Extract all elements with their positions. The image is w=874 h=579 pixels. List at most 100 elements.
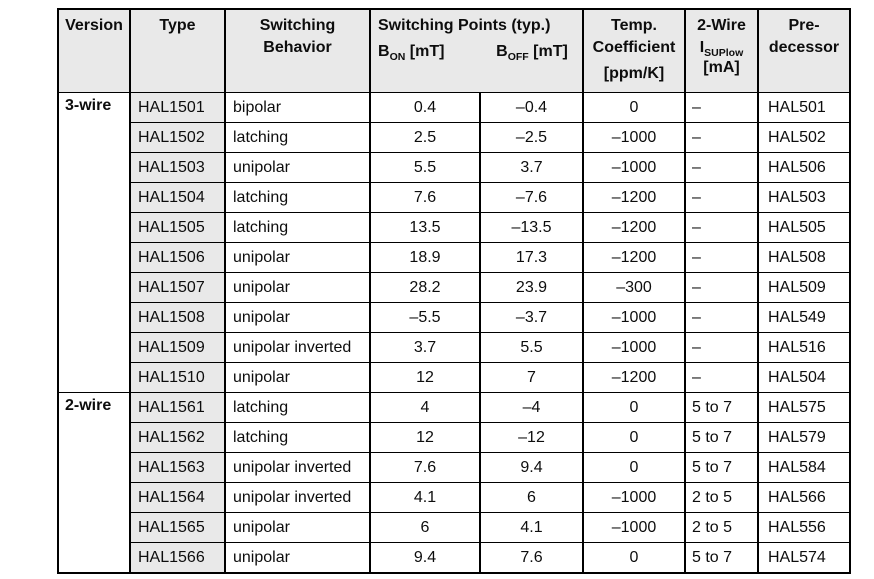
- temp-coefficient-cell: –1000: [582, 302, 686, 333]
- temp-coefficient-cell: –1200: [582, 212, 686, 243]
- temp-coefficient-cell: –1000: [582, 482, 686, 513]
- table-row: HAL1564 unipolar inverted 4.1 6 –1000 2 …: [58, 482, 851, 513]
- temp-coefficient-cell: –1000: [582, 122, 686, 153]
- type-cell: HAL1565: [129, 512, 226, 543]
- temp-coefficient-unit: [ppm/K]: [603, 65, 665, 82]
- table-row: HAL1562 latching 12 –12 0 5 to 7 HAL579: [58, 422, 851, 453]
- b-on-cell: 2.5: [369, 122, 481, 153]
- b-on-cell: 6: [369, 512, 481, 543]
- table-row: HAL1503 unipolar 5.5 3.7 –1000 – HAL506: [58, 152, 851, 183]
- switching-behavior-cell: unipolar: [224, 362, 371, 393]
- b-on-cell: 4: [369, 392, 481, 423]
- temp-coefficient-cell: 0: [582, 452, 686, 483]
- b-on-cell: –5.5: [369, 302, 481, 333]
- switching-behavior-line2: Behavior: [263, 39, 332, 56]
- supply-current-cell: –: [684, 272, 759, 303]
- hal-sensor-selection-table: Version Type Switching Behavior Switchin…: [57, 8, 851, 574]
- type-cell: HAL1563: [129, 452, 226, 483]
- table-row: HAL1507 unipolar 28.2 23.9 –300 – HAL509: [58, 272, 851, 303]
- b-off-cell: 7.6: [479, 542, 584, 574]
- supply-current-symbol: ISUPlow: [699, 39, 744, 60]
- b-off-cell: 17.3: [479, 242, 584, 273]
- b-off-cell: –7.6: [479, 182, 584, 213]
- table-row: HAL1509 unipolar inverted 3.7 5.5 –1000 …: [58, 332, 851, 363]
- version-cell: 3-wire: [57, 92, 131, 393]
- predecessor-cell: HAL556: [757, 512, 851, 543]
- supply-current-cell: 5 to 7: [684, 452, 759, 483]
- table-row: 3-wire HAL1501 bipolar 0.4 –0.4 0 – HAL50…: [57, 92, 851, 393]
- col-header-switching-behavior: Switching Behavior: [224, 8, 371, 93]
- switching-points-sublabels: BON [mT] BOFF [mT]: [378, 41, 581, 64]
- temp-coefficient-cell: –300: [582, 272, 686, 303]
- type-cell: HAL1566: [129, 542, 226, 574]
- b-off-subscript: OFF: [507, 51, 529, 64]
- switching-behavior-cell: unipolar: [224, 542, 371, 574]
- predecessor-cell: HAL549: [757, 302, 851, 333]
- b-on-cell: 4.1: [369, 482, 481, 513]
- b-on-cell: 5.5: [369, 152, 481, 183]
- b-on-cell: 7.6: [369, 452, 481, 483]
- predecessor-cell: HAL509: [757, 272, 851, 303]
- b-off-cell: 3.7: [479, 152, 584, 183]
- supply-current-cell: –: [684, 212, 759, 243]
- table-row: HAL1508 unipolar –5.5 –3.7 –1000 – HAL54…: [58, 302, 851, 333]
- supply-current-cell: –: [684, 302, 759, 333]
- temp-coefficient-cell: –1200: [582, 362, 686, 393]
- table-row: HAL1565 unipolar 6 4.1 –1000 2 to 5 HAL5…: [58, 512, 851, 543]
- b-on-cell: 3.7: [369, 332, 481, 363]
- type-cell: HAL1509: [129, 332, 226, 363]
- switching-behavior-cell: unipolar: [224, 152, 371, 183]
- supply-current-cell: 2 to 5: [684, 482, 759, 513]
- switching-behavior-cell: latching: [224, 392, 371, 423]
- temp-coefficient-cell: 0: [582, 422, 686, 453]
- type-cell: HAL1510: [129, 362, 226, 393]
- temp-coefficient-line2: Coefficient: [592, 39, 676, 56]
- b-off-label: BOFF [mT]: [496, 43, 568, 64]
- type-cell: HAL1503: [129, 152, 226, 183]
- col-header-type: Type: [129, 8, 226, 93]
- switching-behavior-cell: unipolar: [224, 512, 371, 543]
- predecessor-line1: Pre-: [788, 17, 820, 34]
- b-on-cell: 12: [369, 362, 481, 393]
- temp-coefficient-line1: Temp.: [611, 17, 657, 34]
- datasheet-table-container: Version Type Switching Behavior Switchin…: [57, 8, 851, 574]
- table-body: 3-wire HAL1501 bipolar 0.4 –0.4 0 – HAL50…: [57, 92, 851, 574]
- temp-coefficient-cell: –1200: [582, 242, 686, 273]
- temp-coefficient-cell: –1000: [582, 512, 686, 543]
- switching-behavior-cell: unipolar inverted: [224, 332, 371, 363]
- b-on-subscript: ON: [389, 51, 406, 64]
- b-on-cell: 7.6: [369, 182, 481, 213]
- col-header-predecessor: Pre- decessor: [757, 8, 851, 93]
- temp-coefficient-cell: –1000: [582, 332, 686, 363]
- switching-behavior-cell: latching: [224, 122, 371, 153]
- supply-current-cell: –: [684, 332, 759, 363]
- col-header-version: Version: [57, 8, 131, 93]
- type-cell: HAL1501: [129, 92, 226, 123]
- switching-behavior-cell: unipolar: [224, 242, 371, 273]
- switching-behavior-cell: unipolar inverted: [224, 452, 371, 483]
- b-off-cell: 6: [479, 482, 584, 513]
- predecessor-cell: HAL579: [757, 422, 851, 453]
- predecessor-cell: HAL575: [757, 392, 851, 423]
- supply-current-cell: –: [684, 362, 759, 393]
- table-header: Version Type Switching Behavior Switchin…: [57, 8, 851, 93]
- temp-coefficient-cell: 0: [582, 542, 686, 574]
- b-off-cell: 23.9: [479, 272, 584, 303]
- supply-current-cell: –: [684, 92, 759, 123]
- supply-current-cell: –: [684, 152, 759, 183]
- table-row: HAL1502 latching 2.5 –2.5 –1000 – HAL502: [58, 122, 851, 153]
- header-row: Version Type Switching Behavior Switchin…: [57, 8, 851, 93]
- b-on-cell: 9.4: [369, 542, 481, 574]
- predecessor-line2: decessor: [768, 39, 840, 56]
- switching-behavior-line1: Switching: [259, 17, 336, 34]
- predecessor-cell: HAL574: [757, 542, 851, 574]
- b-off-cell: 9.4: [479, 452, 584, 483]
- supply-current-cell: 5 to 7: [684, 542, 759, 574]
- b-on-label: BON [mT]: [378, 43, 445, 64]
- supply-current-cell: –: [684, 122, 759, 153]
- table-row: HAL1566 unipolar 9.4 7.6 0 5 to 7 HAL574: [58, 542, 851, 574]
- predecessor-cell: HAL502: [757, 122, 851, 153]
- type-cell: HAL1562: [129, 422, 226, 453]
- b-on-cell: 28.2: [369, 272, 481, 303]
- table-row: HAL1510 unipolar 12 7 –1200 – HAL504: [58, 362, 851, 393]
